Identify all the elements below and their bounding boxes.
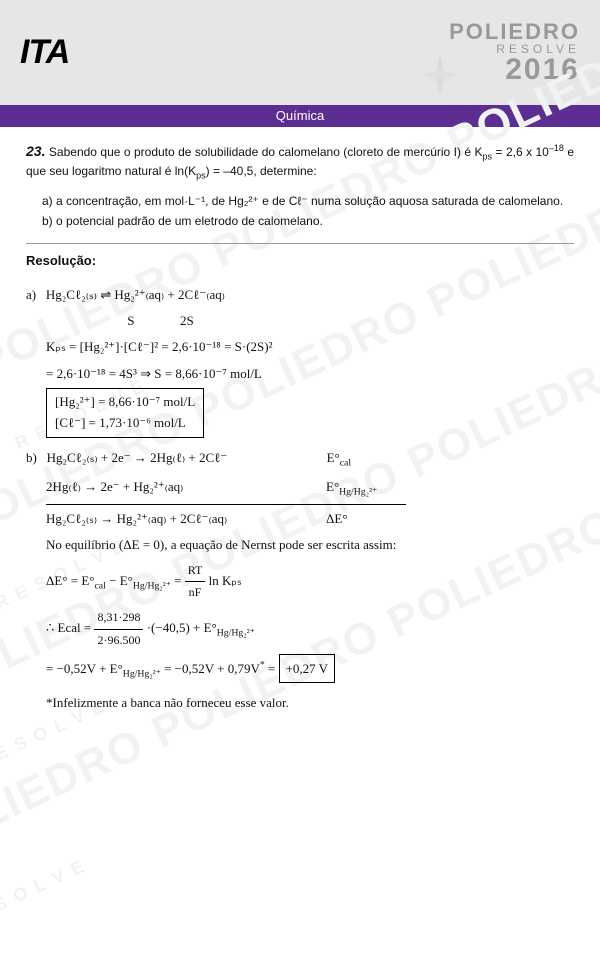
eq-a2: Kₚₛ = [Hg₂²⁺]·[Cℓ⁻]² = 2,6·10⁻¹⁸ = S·(2S… [46,335,574,358]
brand-logo: POLIEDRO RESOLVE 2016 [449,21,580,85]
question-number: 23. [26,143,45,159]
resolution-title: Resolução: [26,252,574,271]
eq-b3-left: Hg₂Cℓ₂₍ₛ₎ → Hg₂²⁺₍aq₎ + 2Cℓ⁻₍aq₎ [46,507,326,530]
eq-b6: = −0,52V + E°Hg/Hg₂²⁺ = −0,52V + 0,79V* … [46,654,574,683]
page-header: ITA POLIEDRO RESOLVE 2016 [0,0,600,105]
footnote: *Infelizmente a banca não forneceu esse … [46,691,574,714]
result-a2: [Cℓ⁻] = 1,73·10⁻⁶ mol/L [55,413,195,434]
eq-b3-right: ΔE° [326,507,348,530]
exam-logo: ITA [20,33,69,72]
item-a: a) a concentração, em mol·L⁻¹, de Hg₂²⁺ … [42,193,574,210]
result-a1: [Hg₂²⁺] = 8,66·10⁻⁷ mol/L [55,392,195,413]
question-items: a) a concentração, em mol·L⁻¹, de Hg₂²⁺ … [42,193,574,231]
question-block: 23. Sabendo que o produto de solubilidad… [26,141,574,183]
item-b: b) o potencial padrão de um eletrodo de … [42,213,574,230]
part-b-label: b) [26,450,37,465]
eq-b2-right: E°Hg/Hg₂²⁺ [326,475,377,501]
eq-b2-left: 2Hg₍ℓ₎ → 2e⁻ + Hg₂²⁺₍aq₎ [46,475,326,501]
eq-b1-left: Hg₂Cℓ₂₍ₛ₎ + 2e⁻ → 2Hg₍ℓ₎ + 2Cℓ⁻ [47,446,327,472]
divider [26,243,574,244]
eq-b1-right: E°cal [327,446,352,472]
subject-bar: Química [0,105,600,127]
compass-icon [415,50,465,100]
question-text: Sabendo que o produto de solubilidade do… [49,145,483,159]
reaction-sum-line [46,504,406,505]
eq-b4: ΔE° = E°cal − E°Hg/Hg₂²⁺ = RT nF ln Kₚₛ [46,560,574,604]
eq-b5: ∴ Ecal = 8,31·298 2·96.500 ·(−40,5) + E°… [46,607,574,651]
b-text1: No equilíbrio (ΔE = 0), a equação de Ner… [46,533,574,556]
eq-a1: Hg₂Cℓ₂₍ₛ₎ ⇌ Hg₂²⁺₍aq₎ + 2Cℓ⁻₍aq₎ [46,287,225,302]
brand-name: POLIEDRO [449,21,580,43]
eq-a1-stoich: S 2S [46,309,574,332]
brand-year: 2016 [449,55,580,85]
resolution-body: a) Hg₂Cℓ₂₍ₛ₎ ⇌ Hg₂²⁺₍aq₎ + 2Cℓ⁻₍aq₎ S 2S… [26,283,574,715]
final-answer-box: +0,27 V [279,654,336,683]
page-content: 23. Sabendo que o produto de solubilidad… [0,127,600,732]
result-box-a: [Hg₂²⁺] = 8,66·10⁻⁷ mol/L [Cℓ⁻] = 1,73·1… [46,388,204,438]
part-a-label: a) [26,287,36,302]
eq-a3: = 2,6·10⁻¹⁸ = 4S³ ⇒ S = 8,66·10⁻⁷ mol/L [46,362,574,385]
